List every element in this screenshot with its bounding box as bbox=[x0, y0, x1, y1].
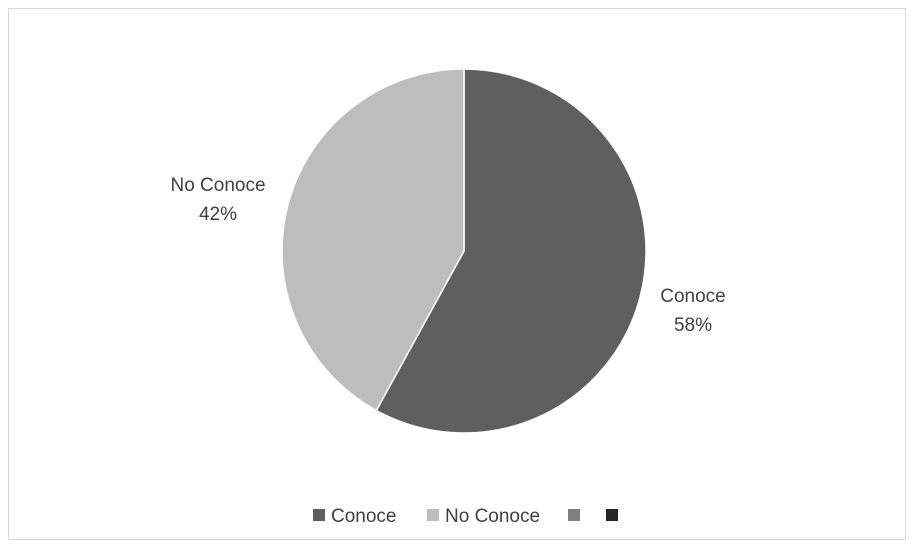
data-label-conoce: Conoce 58% bbox=[660, 286, 726, 336]
pie-slice-no-conoce bbox=[281, 68, 465, 412]
legend: Conoce No Conoce bbox=[313, 506, 618, 527]
data-label-no-conoce: No Conoce 42% bbox=[170, 175, 265, 225]
legend-label-no-conoce: No Conoce bbox=[445, 506, 540, 527]
data-label-conoce-name: Conoce bbox=[660, 286, 726, 307]
data-label-no-conoce-percent: 42% bbox=[199, 204, 237, 225]
legend-swatch-4 bbox=[606, 509, 618, 521]
data-label-no-conoce-name: No Conoce bbox=[170, 175, 265, 196]
legend-swatch-no-conoce bbox=[427, 509, 439, 521]
legend-swatch-3 bbox=[568, 509, 580, 521]
pie-slices bbox=[281, 68, 647, 434]
legend-swatch-conoce bbox=[313, 509, 325, 521]
legend-label-conoce: Conoce bbox=[331, 506, 397, 527]
data-label-conoce-percent: 58% bbox=[674, 315, 712, 336]
pie-slice-conoce bbox=[375, 68, 647, 434]
